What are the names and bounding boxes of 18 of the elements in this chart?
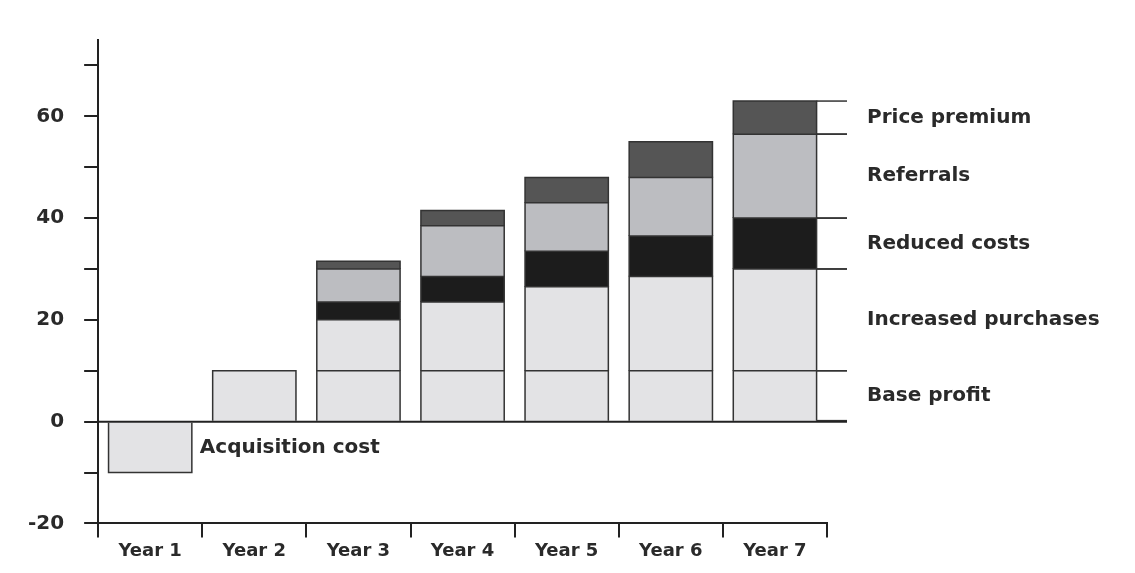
- x-tick-label: Year 7: [742, 538, 807, 560]
- y-tick-label: -20: [27, 509, 65, 534]
- text: Increased purchases: [867, 306, 1100, 331]
- text: Price premium: [867, 103, 1032, 128]
- x-tick-label: Year 4: [429, 538, 495, 560]
- text: Referrals: [867, 162, 971, 187]
- x-tick-label: Year 6: [638, 538, 703, 560]
- x-tick-label: Year 2: [221, 538, 287, 560]
- y-tick-label: 60: [36, 102, 65, 127]
- x-tick-label: Year 3: [325, 538, 391, 560]
- y-tick-label: 20: [36, 306, 65, 331]
- y-tick-label: 0: [50, 407, 65, 432]
- series-label: Acquisition cost: [199, 433, 381, 458]
- text: Reduced costs: [867, 229, 1031, 254]
- x-tick-label: Year 1: [117, 538, 182, 560]
- text: Base profit: [867, 381, 991, 406]
- y-tick-label: 40: [36, 204, 65, 229]
- x-tick-label: Year 5: [533, 538, 599, 560]
